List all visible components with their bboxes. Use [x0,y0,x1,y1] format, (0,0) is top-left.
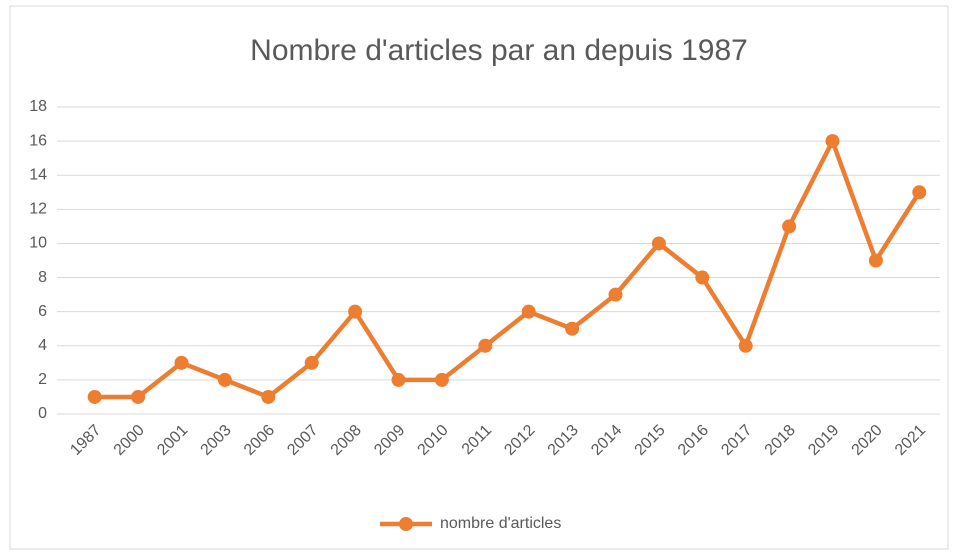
y-tick-label: 16 [29,132,47,149]
marker [478,338,493,353]
marker [565,321,580,336]
marker [261,389,276,404]
marker [651,236,666,251]
y-tick-label: 12 [29,201,47,218]
marker [738,338,753,353]
y-tick-label: 8 [38,269,47,286]
marker [912,185,927,200]
marker [695,270,710,285]
marker [521,304,536,319]
y-tick-label: 6 [38,303,47,320]
marker [391,372,406,387]
marker [174,355,189,370]
marker [131,389,146,404]
y-tick-label: 18 [29,98,47,115]
y-tick-label: 0 [38,405,47,422]
marker [868,253,883,268]
legend-label: nombre d'articles [440,515,561,532]
y-tick-label: 2 [38,371,47,388]
marker [87,389,102,404]
marker [782,219,797,234]
y-tick-label: 14 [29,166,47,183]
marker [348,304,363,319]
marker [434,372,449,387]
line [94,138,922,400]
marker [217,372,232,387]
legend-marker [399,517,413,531]
y-tick-label: 10 [29,235,47,252]
marker [608,287,623,302]
chart-title: Nombre d'articles par an depuis 1987 [250,34,748,67]
marker [825,134,840,149]
y-tick-label: 4 [38,337,47,354]
marker [304,355,319,370]
